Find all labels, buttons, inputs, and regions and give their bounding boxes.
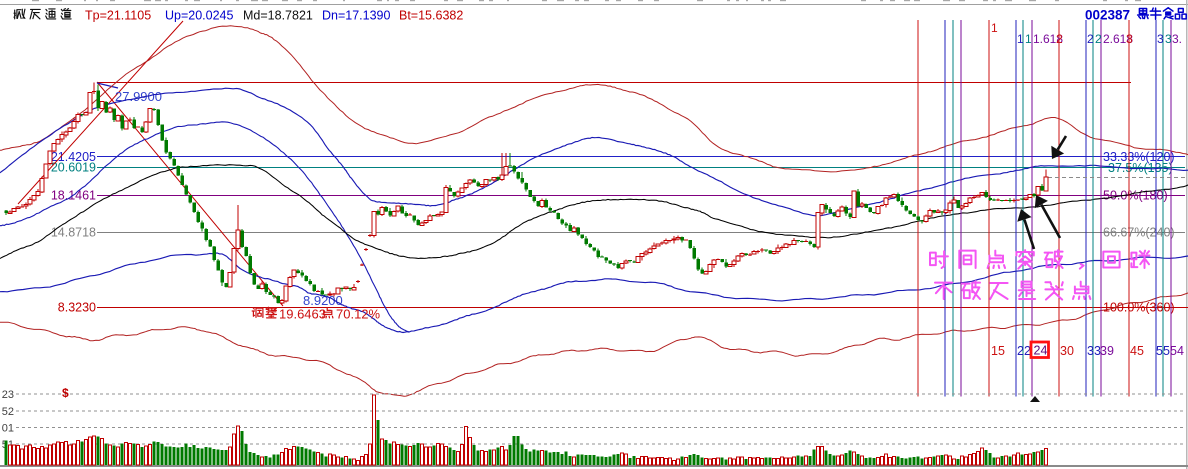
svg-text:2: 2 <box>1087 32 1094 46</box>
svg-text:Bt=15.6382: Bt=15.6382 <box>399 9 463 23</box>
svg-text:Md=18.7821: Md=18.7821 <box>243 9 313 23</box>
svg-text:45: 45 <box>1130 344 1144 358</box>
svg-text:19.6463: 19.6463 <box>279 307 326 322</box>
svg-text:39: 39 <box>1100 344 1114 358</box>
svg-text:01: 01 <box>2 423 14 435</box>
svg-text:3: 3 <box>1165 32 1172 46</box>
svg-text:$: $ <box>62 386 69 400</box>
svg-text:100.0%(360): 100.0%(360) <box>1103 301 1175 315</box>
svg-text:002387: 002387 <box>1085 8 1130 23</box>
svg-text:20.6019: 20.6019 <box>51 161 96 175</box>
svg-text:Tp=21.1105: Tp=21.1105 <box>85 9 151 23</box>
svg-text:21.4205: 21.4205 <box>51 150 96 164</box>
svg-text:55: 55 <box>1156 344 1170 358</box>
svg-text:54: 54 <box>1170 344 1184 358</box>
svg-text:14.8718: 14.8718 <box>51 226 96 240</box>
svg-text:2: 2 <box>1056 32 1063 46</box>
svg-text:1: 1 <box>1017 32 1024 46</box>
svg-text:52: 52 <box>2 406 14 418</box>
svg-text:3.: 3. <box>1172 32 1182 46</box>
svg-text:22: 22 <box>1017 344 1031 358</box>
svg-text:1: 1 <box>1025 32 1032 46</box>
svg-text:23: 23 <box>2 389 14 401</box>
svg-text:2.618: 2.618 <box>1103 32 1133 46</box>
svg-text:33: 33 <box>1087 344 1101 358</box>
svg-text:Dn=17.1390: Dn=17.1390 <box>322 9 391 23</box>
svg-text:1.618: 1.618 <box>1033 32 1063 46</box>
svg-text:15: 15 <box>991 344 1005 358</box>
svg-text:Up=20.0245: Up=20.0245 <box>165 9 234 23</box>
svg-text:2: 2 <box>1095 32 1102 46</box>
svg-text:3: 3 <box>1126 32 1133 46</box>
svg-text:24: 24 <box>1034 344 1048 358</box>
svg-text:66.67%(240): 66.67%(240) <box>1103 226 1175 240</box>
svg-text:33.33%(120): 33.33%(120) <box>1103 150 1175 164</box>
svg-text:3: 3 <box>1157 32 1164 46</box>
svg-text:27.9900: 27.9900 <box>115 89 162 104</box>
svg-text:1: 1 <box>991 21 998 35</box>
svg-text:8.9200: 8.9200 <box>303 293 343 308</box>
svg-text:50.0%(180): 50.0%(180) <box>1103 189 1168 203</box>
svg-text:70.12%: 70.12% <box>336 307 381 322</box>
svg-text:30: 30 <box>1060 344 1074 358</box>
svg-text:8.3230: 8.3230 <box>58 301 96 315</box>
